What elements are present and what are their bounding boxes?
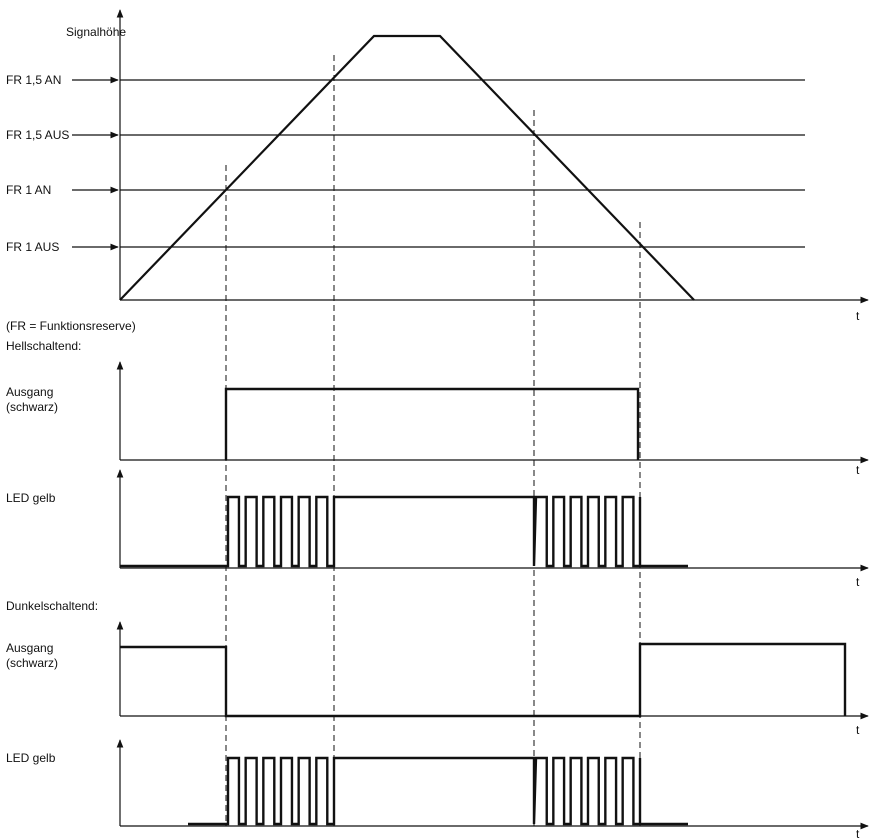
panel-t-label: t xyxy=(856,827,860,840)
panel-label: Ausgang xyxy=(6,641,53,655)
section-label-hellschaltend: Hellschaltend: xyxy=(6,339,81,353)
level-label-fr15-aus: FR 1,5 AUS xyxy=(6,128,69,142)
panel-label: LED gelb xyxy=(6,751,56,765)
led-signal-dunkel xyxy=(188,756,688,826)
level-label-fr1-an: FR 1 AN xyxy=(6,183,51,197)
level-label-fr15-an: FR 1,5 AN xyxy=(6,73,61,87)
led-signal-hell xyxy=(120,495,688,568)
panel-label: Ausgang xyxy=(6,385,53,399)
panel-sublabel: (schwarz) xyxy=(6,656,58,670)
x-axis-label: t xyxy=(856,309,860,323)
footnote: (FR = Funktionsreserve) xyxy=(6,319,136,333)
panel-hell-led: LED gelb t xyxy=(6,469,869,589)
output-signal-hell xyxy=(224,387,640,460)
signal-height-chart: Signalhöhe t FR 1,5 AN FR 1,5 AUS FR 1 A… xyxy=(6,9,869,333)
signal-curve xyxy=(119,34,695,301)
panel-label: LED gelb xyxy=(6,491,56,505)
panel-t-label: t xyxy=(856,575,860,589)
panel-dunkel-led: LED gelb t xyxy=(6,739,869,840)
panel-hell-ausgang: Ausgang (schwarz) t xyxy=(6,361,869,477)
panel-t-label: t xyxy=(856,723,860,737)
level-label-fr1-aus: FR 1 AUS xyxy=(6,240,59,254)
panel-dunkel-ausgang: Ausgang (schwarz) t xyxy=(6,621,869,737)
y-axis-label: Signalhöhe xyxy=(66,25,126,39)
section-label-dunkelschaltend: Dunkelschaltend: xyxy=(6,599,98,613)
panel-sublabel: (schwarz) xyxy=(6,400,58,414)
switching-guides xyxy=(225,55,641,826)
panel-t-label: t xyxy=(856,463,860,477)
output-signal-dunkel xyxy=(120,642,847,718)
